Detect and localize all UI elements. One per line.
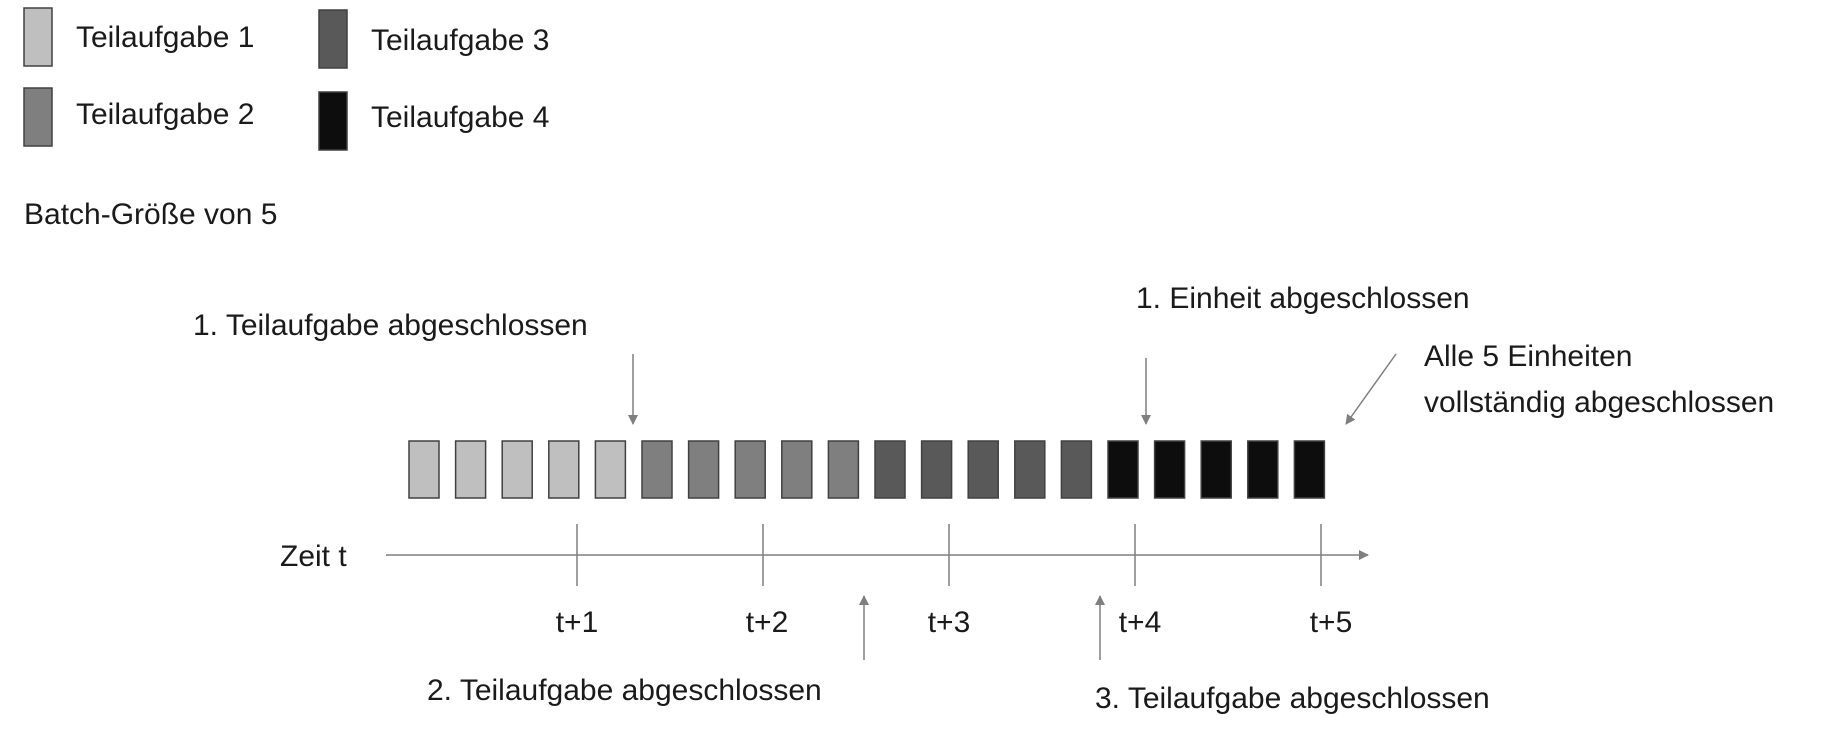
task-unit-box <box>1293 440 1326 499</box>
annotation-all-units-line2: vollständig abgeschlossen <box>1424 386 1774 419</box>
task-unit-box <box>501 440 533 499</box>
task-unit-box <box>827 440 860 499</box>
task-unit-box <box>920 440 953 499</box>
legend-label-3: Teilaufgabe 3 <box>371 24 549 57</box>
time-axis: Zeit t t+1 t+2 t+3 t+4 t+5 <box>280 524 1369 639</box>
task-unit-box <box>1060 440 1093 499</box>
task-unit-box <box>734 440 766 499</box>
annotations: 1. Teilaufgabe abgeschlossen 1. Einheit … <box>193 282 1774 715</box>
legend-label-2: Teilaufgabe 2 <box>76 98 254 131</box>
task-unit-box <box>641 440 673 499</box>
annotation-first-unit: 1. Einheit abgeschlossen <box>1136 282 1470 315</box>
legend-swatch-4 <box>318 91 348 151</box>
legend: Teilaufgabe 1 Teilaufgabe 2 Teilaufgabe … <box>23 7 549 151</box>
task-unit-box <box>548 440 580 499</box>
task-unit-box <box>874 440 906 499</box>
task-unit-box <box>967 440 999 499</box>
tick-label-4: t+4 <box>1119 606 1162 639</box>
task-units <box>408 440 1326 499</box>
annotation-second-subtask: 2. Teilaufgabe abgeschlossen <box>427 674 822 707</box>
axis-label: Zeit t <box>280 540 347 573</box>
batch-title: Batch-Größe von 5 <box>24 198 277 231</box>
legend-label-1: Teilaufgabe 1 <box>76 21 254 54</box>
legend-swatch-3 <box>318 9 348 69</box>
annotation-all-units-line1: Alle 5 Einheiten <box>1424 340 1632 373</box>
task-unit-box <box>454 440 487 499</box>
tick-label-3: t+3 <box>928 606 971 639</box>
task-unit-box <box>1200 440 1232 499</box>
legend-swatch-2 <box>23 87 53 147</box>
task-unit-box <box>408 440 440 499</box>
task-unit-box <box>687 440 720 499</box>
tick-label-2: t+2 <box>746 606 789 639</box>
task-unit-box <box>1153 440 1186 499</box>
task-unit-box <box>1107 440 1139 499</box>
task-unit-box <box>1014 440 1046 499</box>
arrow-all-units <box>1345 353 1397 425</box>
annotation-first-subtask: 1. Teilaufgabe abgeschlossen <box>193 309 588 342</box>
tick-label-5: t+5 <box>1310 606 1353 639</box>
legend-swatch-1 <box>23 7 53 67</box>
annotation-third-subtask: 3. Teilaufgabe abgeschlossen <box>1095 682 1490 715</box>
task-unit-box <box>1247 440 1279 499</box>
task-unit-box <box>781 440 813 499</box>
task-unit-box <box>594 440 627 499</box>
tick-label-1: t+1 <box>556 606 599 639</box>
legend-label-4: Teilaufgabe 4 <box>371 101 549 134</box>
